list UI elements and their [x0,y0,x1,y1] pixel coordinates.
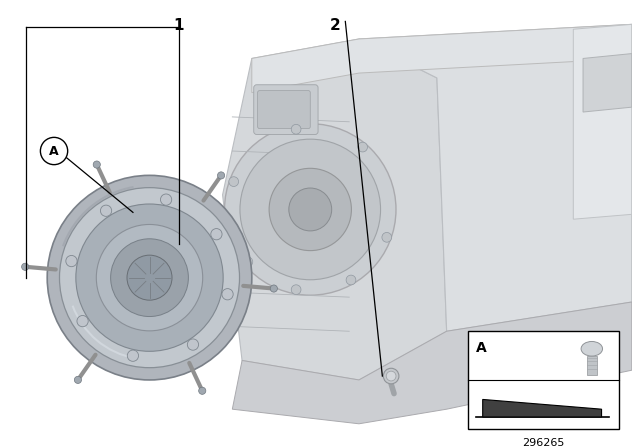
Circle shape [77,315,88,327]
Text: A: A [49,145,59,158]
Circle shape [100,205,111,216]
Circle shape [240,139,381,280]
Circle shape [40,138,68,165]
Circle shape [47,175,252,380]
Circle shape [291,285,301,294]
Circle shape [76,204,223,351]
Circle shape [198,387,206,394]
Circle shape [387,371,396,381]
Text: 1: 1 [173,17,184,33]
Circle shape [211,228,222,240]
Circle shape [346,275,356,285]
Circle shape [127,255,172,300]
Circle shape [96,224,203,331]
Circle shape [93,161,100,168]
Polygon shape [359,24,632,331]
Polygon shape [573,24,632,219]
Bar [468,331,619,429]
Circle shape [225,124,396,295]
FancyBboxPatch shape [258,90,310,129]
Circle shape [289,188,332,231]
Polygon shape [483,400,602,417]
Circle shape [243,257,253,267]
Circle shape [270,285,277,292]
Circle shape [22,263,29,270]
Text: A: A [476,341,486,355]
Circle shape [188,339,198,350]
Circle shape [229,177,239,186]
Circle shape [383,368,399,384]
Circle shape [66,255,77,267]
Polygon shape [232,302,632,424]
Circle shape [127,350,138,362]
Circle shape [222,289,233,300]
Circle shape [218,172,225,179]
Circle shape [161,194,172,205]
Circle shape [111,239,188,317]
Bar [587,356,596,375]
Ellipse shape [581,341,602,356]
Circle shape [291,125,301,134]
Polygon shape [223,39,447,380]
FancyBboxPatch shape [253,85,318,134]
Circle shape [358,142,367,152]
Circle shape [60,188,239,368]
Circle shape [74,376,81,383]
Polygon shape [583,54,632,112]
Text: 2: 2 [330,17,341,33]
Text: 296265: 296265 [522,439,564,448]
Circle shape [382,233,392,242]
Circle shape [269,168,351,250]
Polygon shape [252,24,632,93]
